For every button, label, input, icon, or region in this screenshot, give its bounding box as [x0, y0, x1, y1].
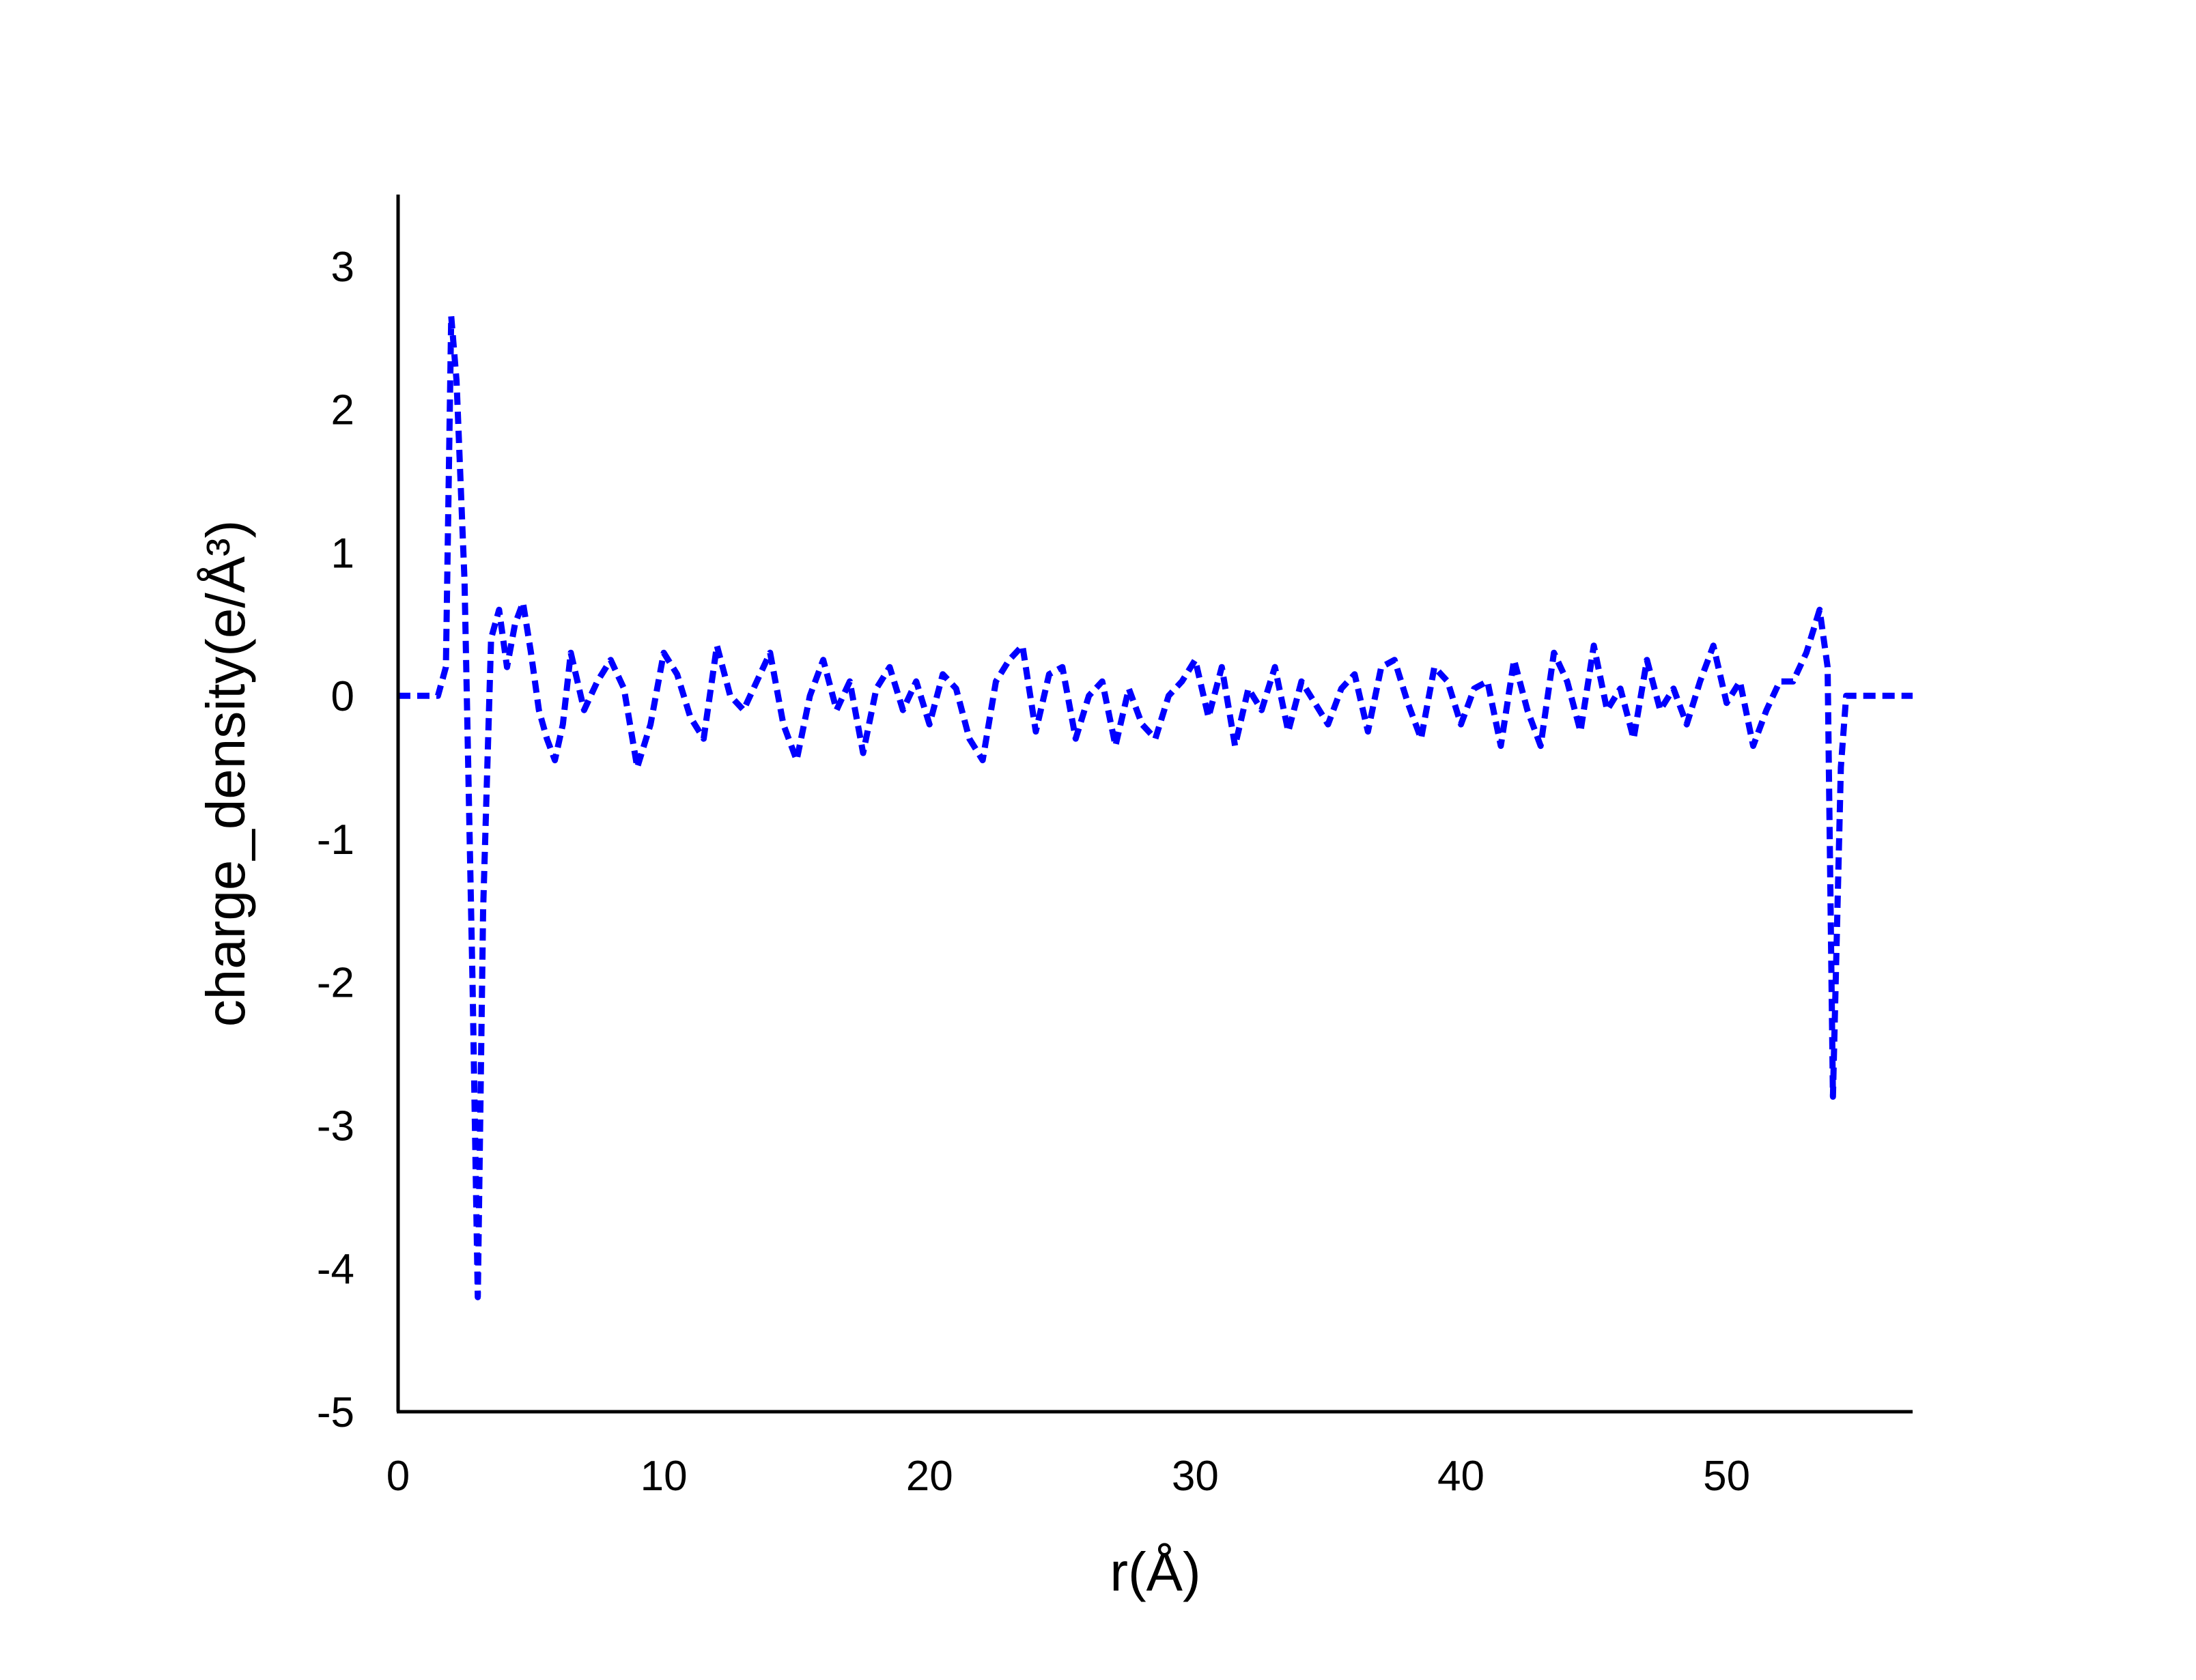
x-tick-label: 20 — [906, 1453, 953, 1500]
y-tick-label: -1 — [317, 816, 354, 864]
y-tick-label: 1 — [331, 530, 354, 577]
y-axis-title: charge_density(e/Å³) — [195, 520, 256, 1027]
x-axis-title: r(Å) — [1110, 1541, 1200, 1602]
y-tick-label: 3 — [331, 244, 354, 291]
x-tick-label: 0 — [386, 1453, 410, 1500]
x-tick-label: 10 — [640, 1453, 688, 1500]
x-tick-label: 40 — [1437, 1453, 1484, 1500]
y-tick-label: -5 — [317, 1389, 354, 1436]
y-tick-label: 2 — [331, 387, 354, 434]
y-tick-label: 0 — [331, 673, 354, 720]
y-tick-label: -3 — [317, 1102, 354, 1150]
x-tick-label: 30 — [1172, 1453, 1219, 1500]
data-line — [398, 313, 1913, 1300]
y-tick-label: -4 — [317, 1246, 354, 1293]
x-tick-label: 50 — [1703, 1453, 1750, 1500]
y-tick-label: -2 — [317, 960, 354, 1007]
